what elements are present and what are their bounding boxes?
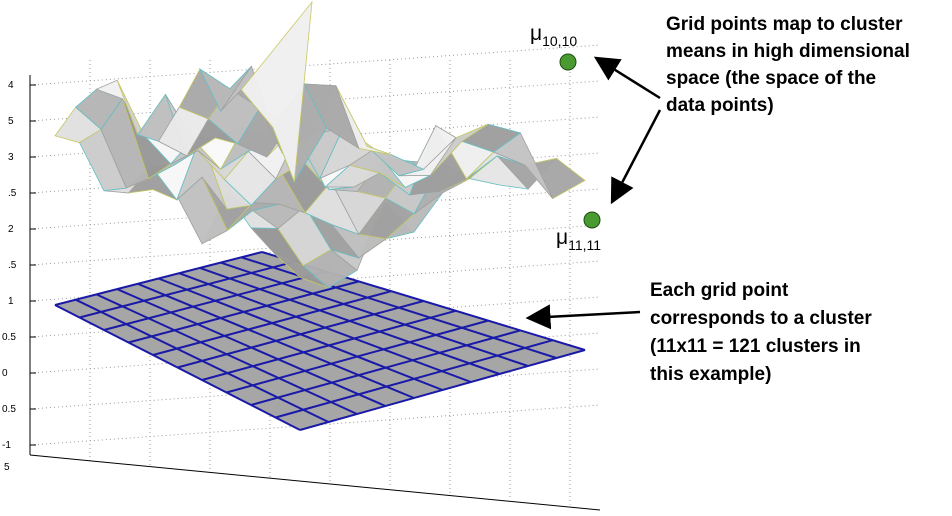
surface <box>54 0 586 289</box>
surface-patch <box>240 0 313 182</box>
z-ticks: 4 5 3 .5 2 .5 1 0.5 0 0.5 -1 <box>2 80 36 451</box>
grid-line <box>29 80 601 122</box>
annotation-line: space (the space of the <box>666 68 876 89</box>
arrow <box>593 56 661 100</box>
z-tick-label: 0.5 <box>2 332 16 343</box>
cluster-grid <box>54 251 586 431</box>
annotation-line: Each grid point <box>650 280 789 301</box>
point-label: μ10,10 <box>530 22 577 49</box>
z-tick-label: .5 <box>8 260 17 271</box>
grid-line <box>29 368 601 410</box>
point-marker <box>559 53 577 71</box>
annotation-line: data points) <box>666 95 774 116</box>
annotation-line: means in high dimensional <box>666 41 910 62</box>
annotation-line: Grid points map to cluster <box>666 14 903 35</box>
grid-line <box>29 260 601 302</box>
grid-line <box>201 309 457 381</box>
z-tick-label: 4 <box>8 80 14 91</box>
y-tick-label: 5 <box>4 462 10 473</box>
z-tick-label: .5 <box>8 188 17 199</box>
grid-line <box>29 116 601 158</box>
grid-line <box>177 300 424 369</box>
annotation-line: (11x11 = 121 clusters in <box>650 336 861 357</box>
grid-line <box>299 349 586 431</box>
z-tick-label: -1 <box>2 440 11 451</box>
grid-line <box>29 188 601 230</box>
x-axis <box>29 454 601 511</box>
z-tick-label: 1 <box>8 296 14 307</box>
z-tick-label: 3 <box>8 152 14 163</box>
grid-line <box>226 319 489 394</box>
grid-line <box>275 339 553 419</box>
annotations: Grid points map to cluster means in high … <box>650 14 910 385</box>
z-tick-label: 5 <box>8 116 14 127</box>
grid-line <box>29 404 601 446</box>
grid-line <box>250 329 521 406</box>
grid-line <box>29 44 601 86</box>
z-tick-label: 0 <box>2 368 8 379</box>
arrow <box>610 109 662 205</box>
point-marker <box>583 211 601 229</box>
grid-line <box>199 266 500 375</box>
arrow <box>525 304 641 330</box>
annotation-line: corresponds to a cluster <box>650 308 872 329</box>
z-tick-label: 2 <box>8 224 14 235</box>
grid-line <box>29 296 601 338</box>
grid-line <box>240 256 557 359</box>
annotation-line: this example) <box>650 364 771 385</box>
point-label: μ11,11 <box>556 226 601 253</box>
z-tick-label: 0.5 <box>2 404 16 415</box>
grid-line <box>29 224 601 266</box>
grid-line <box>178 272 472 383</box>
grid-line <box>220 261 529 367</box>
